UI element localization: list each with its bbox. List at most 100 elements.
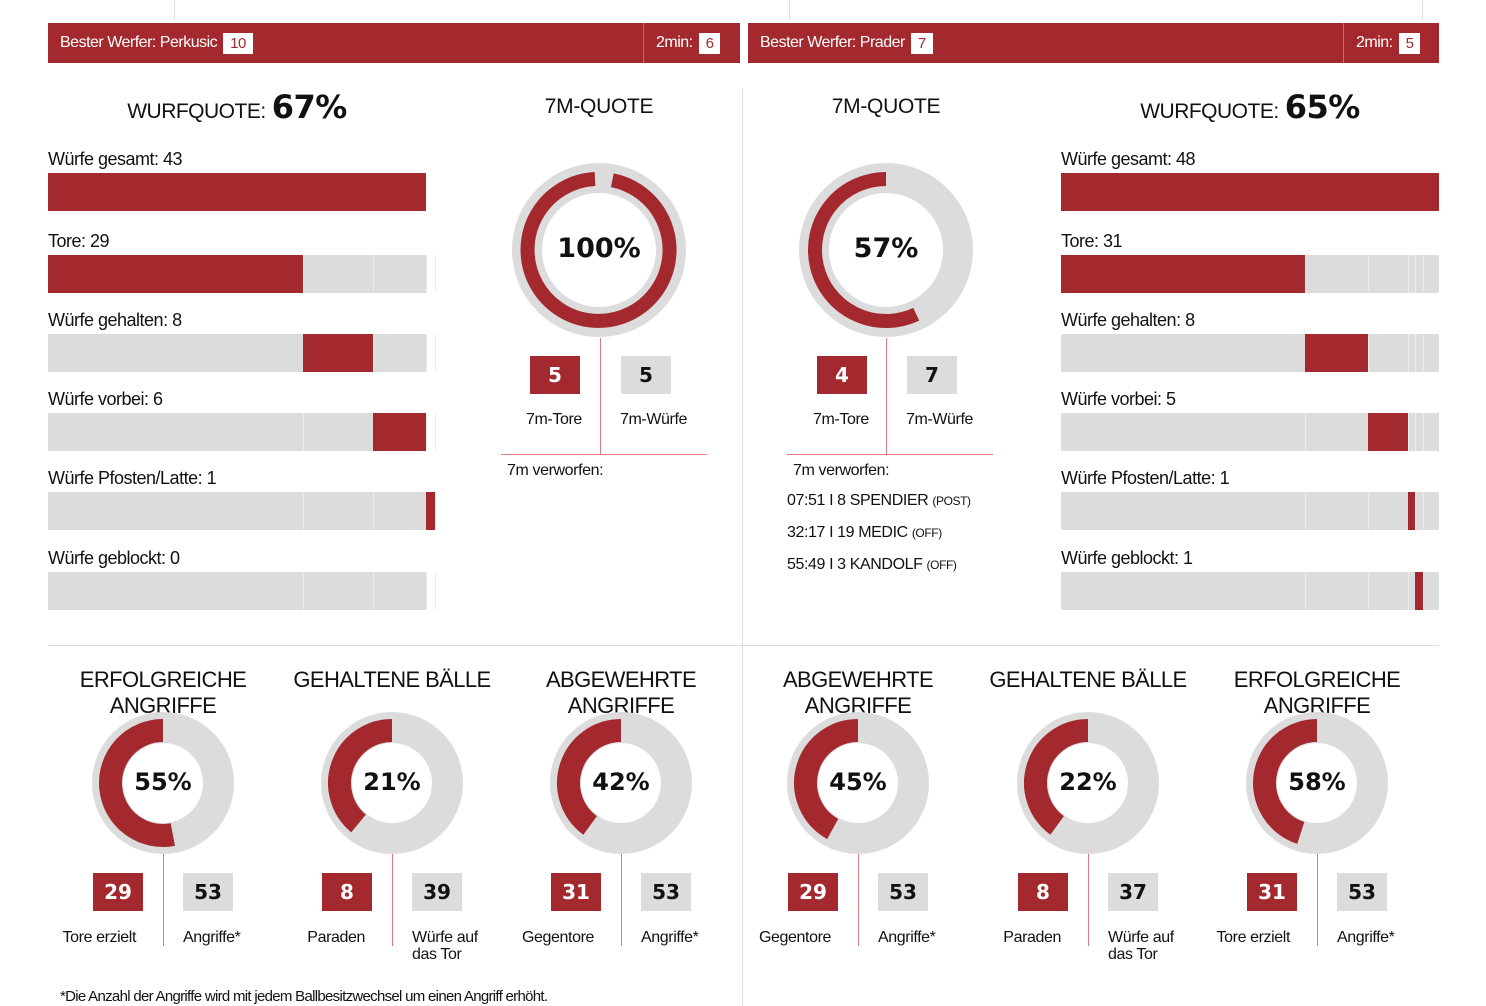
bar-tick	[434, 334, 436, 372]
donut-label-a: Paraden	[307, 929, 365, 946]
bar-fill	[426, 492, 435, 530]
stat-bar	[48, 572, 436, 610]
section-divider	[48, 645, 1439, 646]
bar-label: Würfe Pfosten/Latte: 1	[1061, 468, 1230, 488]
divider	[1088, 854, 1089, 946]
bar-label: Würfe vorbei: 5	[1061, 389, 1176, 409]
donut-value-a: 29	[93, 873, 143, 911]
bar-tick	[426, 572, 427, 610]
divider	[392, 854, 393, 946]
bar-label: Würfe gesamt: 43	[48, 149, 183, 169]
bar-fill	[1415, 572, 1424, 610]
donut-hole	[1277, 743, 1357, 823]
missed-penalty-text: 55:49 I 3 KANDOLF	[787, 556, 923, 573]
missed-penalty-text: 32:17 I 19 MEDIC	[787, 524, 908, 541]
missed-penalty-item: 55:49 I 3 KANDOLF (OFF)	[787, 556, 957, 574]
donut-value-a: 31	[1247, 873, 1297, 911]
bar-tick	[302, 572, 304, 610]
donut-value-a: 29	[788, 873, 838, 911]
bar-tick	[1415, 255, 1417, 293]
donut-hole	[818, 743, 898, 823]
bar-fill	[1407, 492, 1416, 530]
donut-arc	[808, 172, 920, 328]
bar-tick	[426, 413, 427, 451]
best-thrower-label: Bester Werfer: Perkusic	[60, 34, 218, 51]
bar-tick	[302, 492, 304, 530]
stat-bar	[1061, 572, 1439, 610]
donut-hole	[123, 743, 203, 823]
bar-tick	[1415, 334, 1417, 372]
bar-tick	[1407, 255, 1409, 293]
bar-label: Tore: 31	[1061, 231, 1123, 251]
stat-donut	[1017, 712, 1159, 854]
donut-title: GEHALTENE BÄLLE	[989, 667, 1187, 692]
stat-bar	[48, 255, 436, 293]
bar-label: Würfe gehalten: 8	[1061, 310, 1195, 330]
left-wurfquote: WURFQUOTE: 67%	[127, 88, 347, 126]
bar-label: Würfe Pfosten/Latte: 1	[48, 468, 217, 488]
bar-tick	[426, 334, 427, 372]
donut-percent: 55%	[134, 768, 192, 796]
bar-tick	[373, 255, 375, 293]
bar-tick	[434, 255, 436, 293]
stat-donut	[92, 712, 234, 854]
stat-bar	[48, 173, 426, 211]
bar-tick	[434, 572, 436, 610]
donut-hole	[542, 193, 656, 307]
stat-bar	[1061, 413, 1439, 451]
donut-title: ERFOLGREICHE ANGRIFFE	[1233, 667, 1401, 718]
bar-tick	[1368, 492, 1370, 530]
bar-tick	[1423, 255, 1425, 293]
divider	[858, 854, 859, 946]
stat-bar	[48, 334, 436, 372]
bar-tick	[1423, 334, 1425, 372]
donut-percent: 42%	[592, 768, 650, 796]
seven-meter-goals: 5	[530, 356, 580, 394]
left-banner: Bester Werfer: Perkusic 10 2min: 6	[48, 23, 740, 63]
donut-percent: 22%	[1059, 768, 1117, 796]
bar-tick	[1423, 492, 1425, 530]
bar-tick	[1305, 492, 1307, 530]
donut-value-a: 8	[322, 873, 372, 911]
stat-bar	[48, 413, 436, 451]
bar-label: Würfe gehalten: 8	[48, 310, 182, 330]
donut-label-b: Angriffe*	[641, 929, 699, 946]
bar-fill	[48, 173, 426, 211]
donut-label-a: Paraden	[1003, 929, 1061, 946]
seven-meter-goals: 4	[817, 356, 867, 394]
missed-penalty-item: 32:17 I 19 MEDIC (OFF)	[787, 524, 942, 542]
donut-value-b: 53	[878, 873, 928, 911]
seven-meter-percent: 57%	[853, 233, 919, 264]
divider	[600, 338, 601, 455]
donut-arc	[1253, 719, 1318, 844]
bar-tick	[373, 572, 375, 610]
bar-fill	[1305, 334, 1369, 372]
bar-tick	[1415, 492, 1417, 530]
donut-label-a: Tore erzielt	[1216, 929, 1291, 946]
bar-fill	[1061, 255, 1306, 293]
donut-value-b: 53	[641, 873, 691, 911]
seven-meter-donut	[799, 163, 973, 337]
stat-donut	[787, 712, 929, 854]
bar-tick	[373, 492, 375, 530]
seven-meter-title: 7M-QUOTE	[544, 95, 654, 118]
donut-value-b: 39	[412, 873, 462, 911]
stat-bar	[1061, 334, 1439, 372]
seven-meter-donut	[512, 163, 686, 337]
donut-arc	[1024, 719, 1089, 835]
donut-label-b: Angriffe*	[183, 929, 241, 946]
donut-title: GEHALTENE BÄLLE	[293, 667, 491, 692]
bar-tick	[434, 413, 436, 451]
center-divider	[742, 88, 743, 1006]
bar-fill	[1368, 413, 1408, 451]
donut-value-b: 37	[1108, 873, 1158, 911]
missed-penalty-note: (POST)	[932, 494, 971, 508]
donut-label-b: Angriffe*	[878, 929, 936, 946]
bar-tick	[1407, 572, 1409, 610]
seven-meter-percent: 100%	[557, 233, 641, 264]
seven-meter-throws-label: 7m-Würfe	[620, 411, 688, 428]
seven-meter-missed-label: 7m verworfen:	[507, 462, 604, 479]
missed-penalty-text: 07:51 I 8 SPENDIER	[787, 492, 929, 509]
bar-fill	[302, 334, 374, 372]
footnote: *Die Anzahl der Angriffe wird mit jedem …	[60, 988, 548, 1005]
